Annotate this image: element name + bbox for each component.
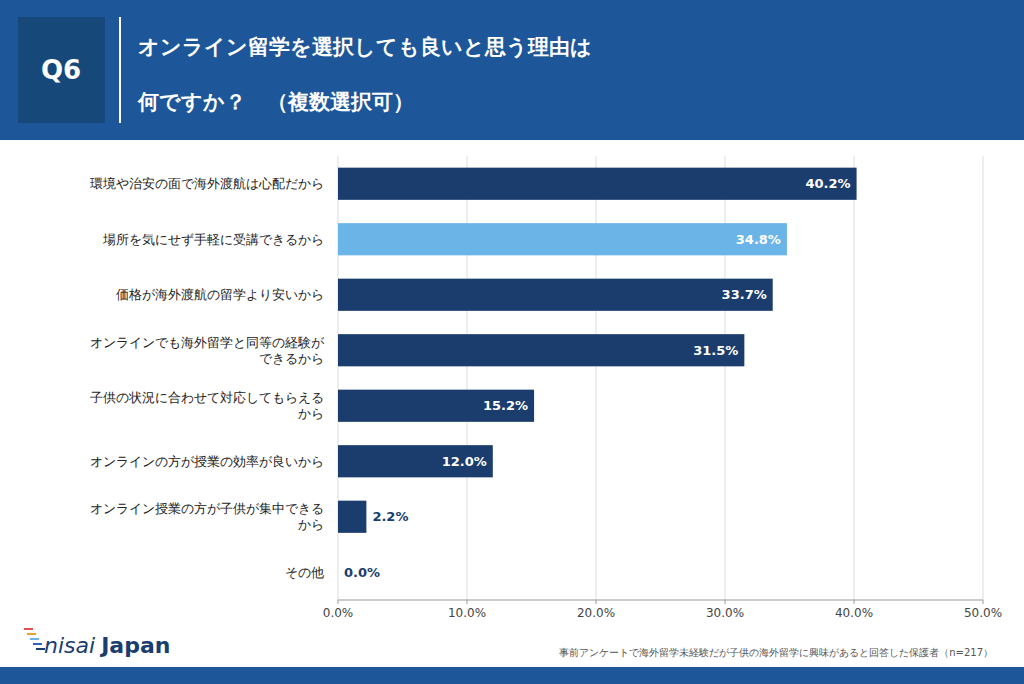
axis-line: [338, 600, 983, 601]
tick-mark: [854, 600, 855, 604]
grid-line: [854, 156, 855, 600]
category-label-line: できるから: [259, 351, 324, 366]
category-labels: 環境や治安の面で海外渡航は心配だから場所を気にせず手軽に受講できるから価格が海外…: [90, 176, 325, 580]
category-label-line: から: [298, 406, 324, 421]
category-label: 環境や治安の面で海外渡航は心配だから: [90, 176, 324, 191]
category-label: 価格が海外渡航の留学より安いから: [116, 287, 324, 302]
bar: [338, 556, 339, 588]
separator: [119, 17, 121, 123]
logo-stroke: [24, 628, 33, 630]
grid-line: [338, 156, 339, 600]
category-label-line: オンライン授業の方が子供が集中できる: [90, 501, 324, 516]
tick-label: 0.0%: [323, 606, 354, 620]
bar: [338, 501, 366, 533]
category-label: その他: [285, 565, 324, 580]
footer-note: 事前アンケートで海外留学未経験だが子供の海外留学に興味があると回答した保護者（n…: [559, 647, 993, 658]
tick-mark: [467, 600, 468, 604]
header: [0, 0, 1024, 140]
grid-line: [467, 156, 468, 600]
tick-label: 50.0%: [964, 606, 1002, 620]
grid-line: [596, 156, 597, 600]
bar: [338, 223, 787, 255]
logo-stroke: [30, 638, 39, 640]
category-label-line: 環境や治安の面で海外渡航は心配だから: [90, 176, 324, 191]
category-label-line: 子供の状況に合わせて対応してもらえる: [90, 390, 324, 405]
grid-line: [983, 156, 984, 600]
tick-label: 20.0%: [577, 606, 615, 620]
category-label-line: 価格が海外渡航の留学より安いから: [116, 287, 324, 302]
data-label: 0.0%: [344, 565, 380, 580]
category-label-line: から: [298, 517, 324, 532]
logo-text: nisai: [44, 633, 95, 658]
data-label: 40.2%: [805, 176, 850, 191]
bars: [338, 168, 857, 533]
data-labels: 40.2% 34.8% 33.7% 31.5% 15.2% 12.0% 2.2% 0.0%: [344, 176, 851, 580]
tick-mark: [596, 600, 597, 604]
data-label: 33.7%: [722, 287, 767, 302]
bar: [338, 334, 744, 366]
question-label: Q6: [41, 55, 81, 85]
logo-stroke: [27, 633, 36, 635]
category-label-line: その他: [285, 565, 324, 580]
subtitle: 何ですか？ （複数選択可）: [137, 90, 414, 114]
logo-text: Japan: [99, 633, 170, 658]
background: [0, 0, 1024, 684]
category-label: オンラインでも海外留学と同等の経験ができるから: [90, 335, 325, 366]
category-label: 子供の状況に合わせて対応してもらえるから: [90, 390, 324, 421]
category-label: 場所を気にせず手軽に受講できるから: [102, 232, 324, 247]
bottom-bar: [0, 667, 1024, 684]
grid: [338, 156, 983, 600]
data-label: 31.5%: [693, 343, 738, 358]
tick-label: 40.0%: [835, 606, 873, 620]
category-label-line: オンラインでも海外留学と同等の経験が: [90, 335, 325, 350]
tick-mark: [725, 600, 726, 604]
data-label: 15.2%: [483, 398, 528, 413]
category-label: オンラインの方が授業の効率が良いから: [90, 454, 324, 469]
bar: [338, 168, 857, 200]
bar: [338, 279, 773, 311]
logo-stroke: [33, 643, 42, 645]
tick-mark: [338, 600, 339, 604]
data-label: 12.0%: [442, 454, 487, 469]
category-label-line: オンラインの方が授業の効率が良いから: [90, 454, 324, 469]
bar: [338, 390, 534, 422]
grid-line: [725, 156, 726, 600]
logo: nisaiJapan: [44, 633, 170, 658]
chart: Q6 オンライン留学を選択しても良いと思う理由は何ですか？ （複数選択可） 0.0%…: [0, 0, 1024, 684]
tick-mark: [983, 600, 984, 604]
category-label-line: 場所を気にせず手軽に受講できるから: [102, 232, 324, 247]
category-label: オンライン授業の方が子供が集中できるから: [90, 501, 324, 532]
x-axis: 0.0% 10.0% 20.0% 30.0% 40.0% 50.0%: [323, 600, 1002, 620]
data-label: 2.2%: [372, 509, 408, 524]
bar: [338, 445, 493, 477]
tick-label: 10.0%: [448, 606, 486, 620]
tick-label: 30.0%: [706, 606, 744, 620]
data-label: 34.8%: [736, 232, 781, 247]
title: オンライン留学を選択しても良いと思う理由は: [138, 35, 592, 59]
question-box: [18, 17, 105, 123]
